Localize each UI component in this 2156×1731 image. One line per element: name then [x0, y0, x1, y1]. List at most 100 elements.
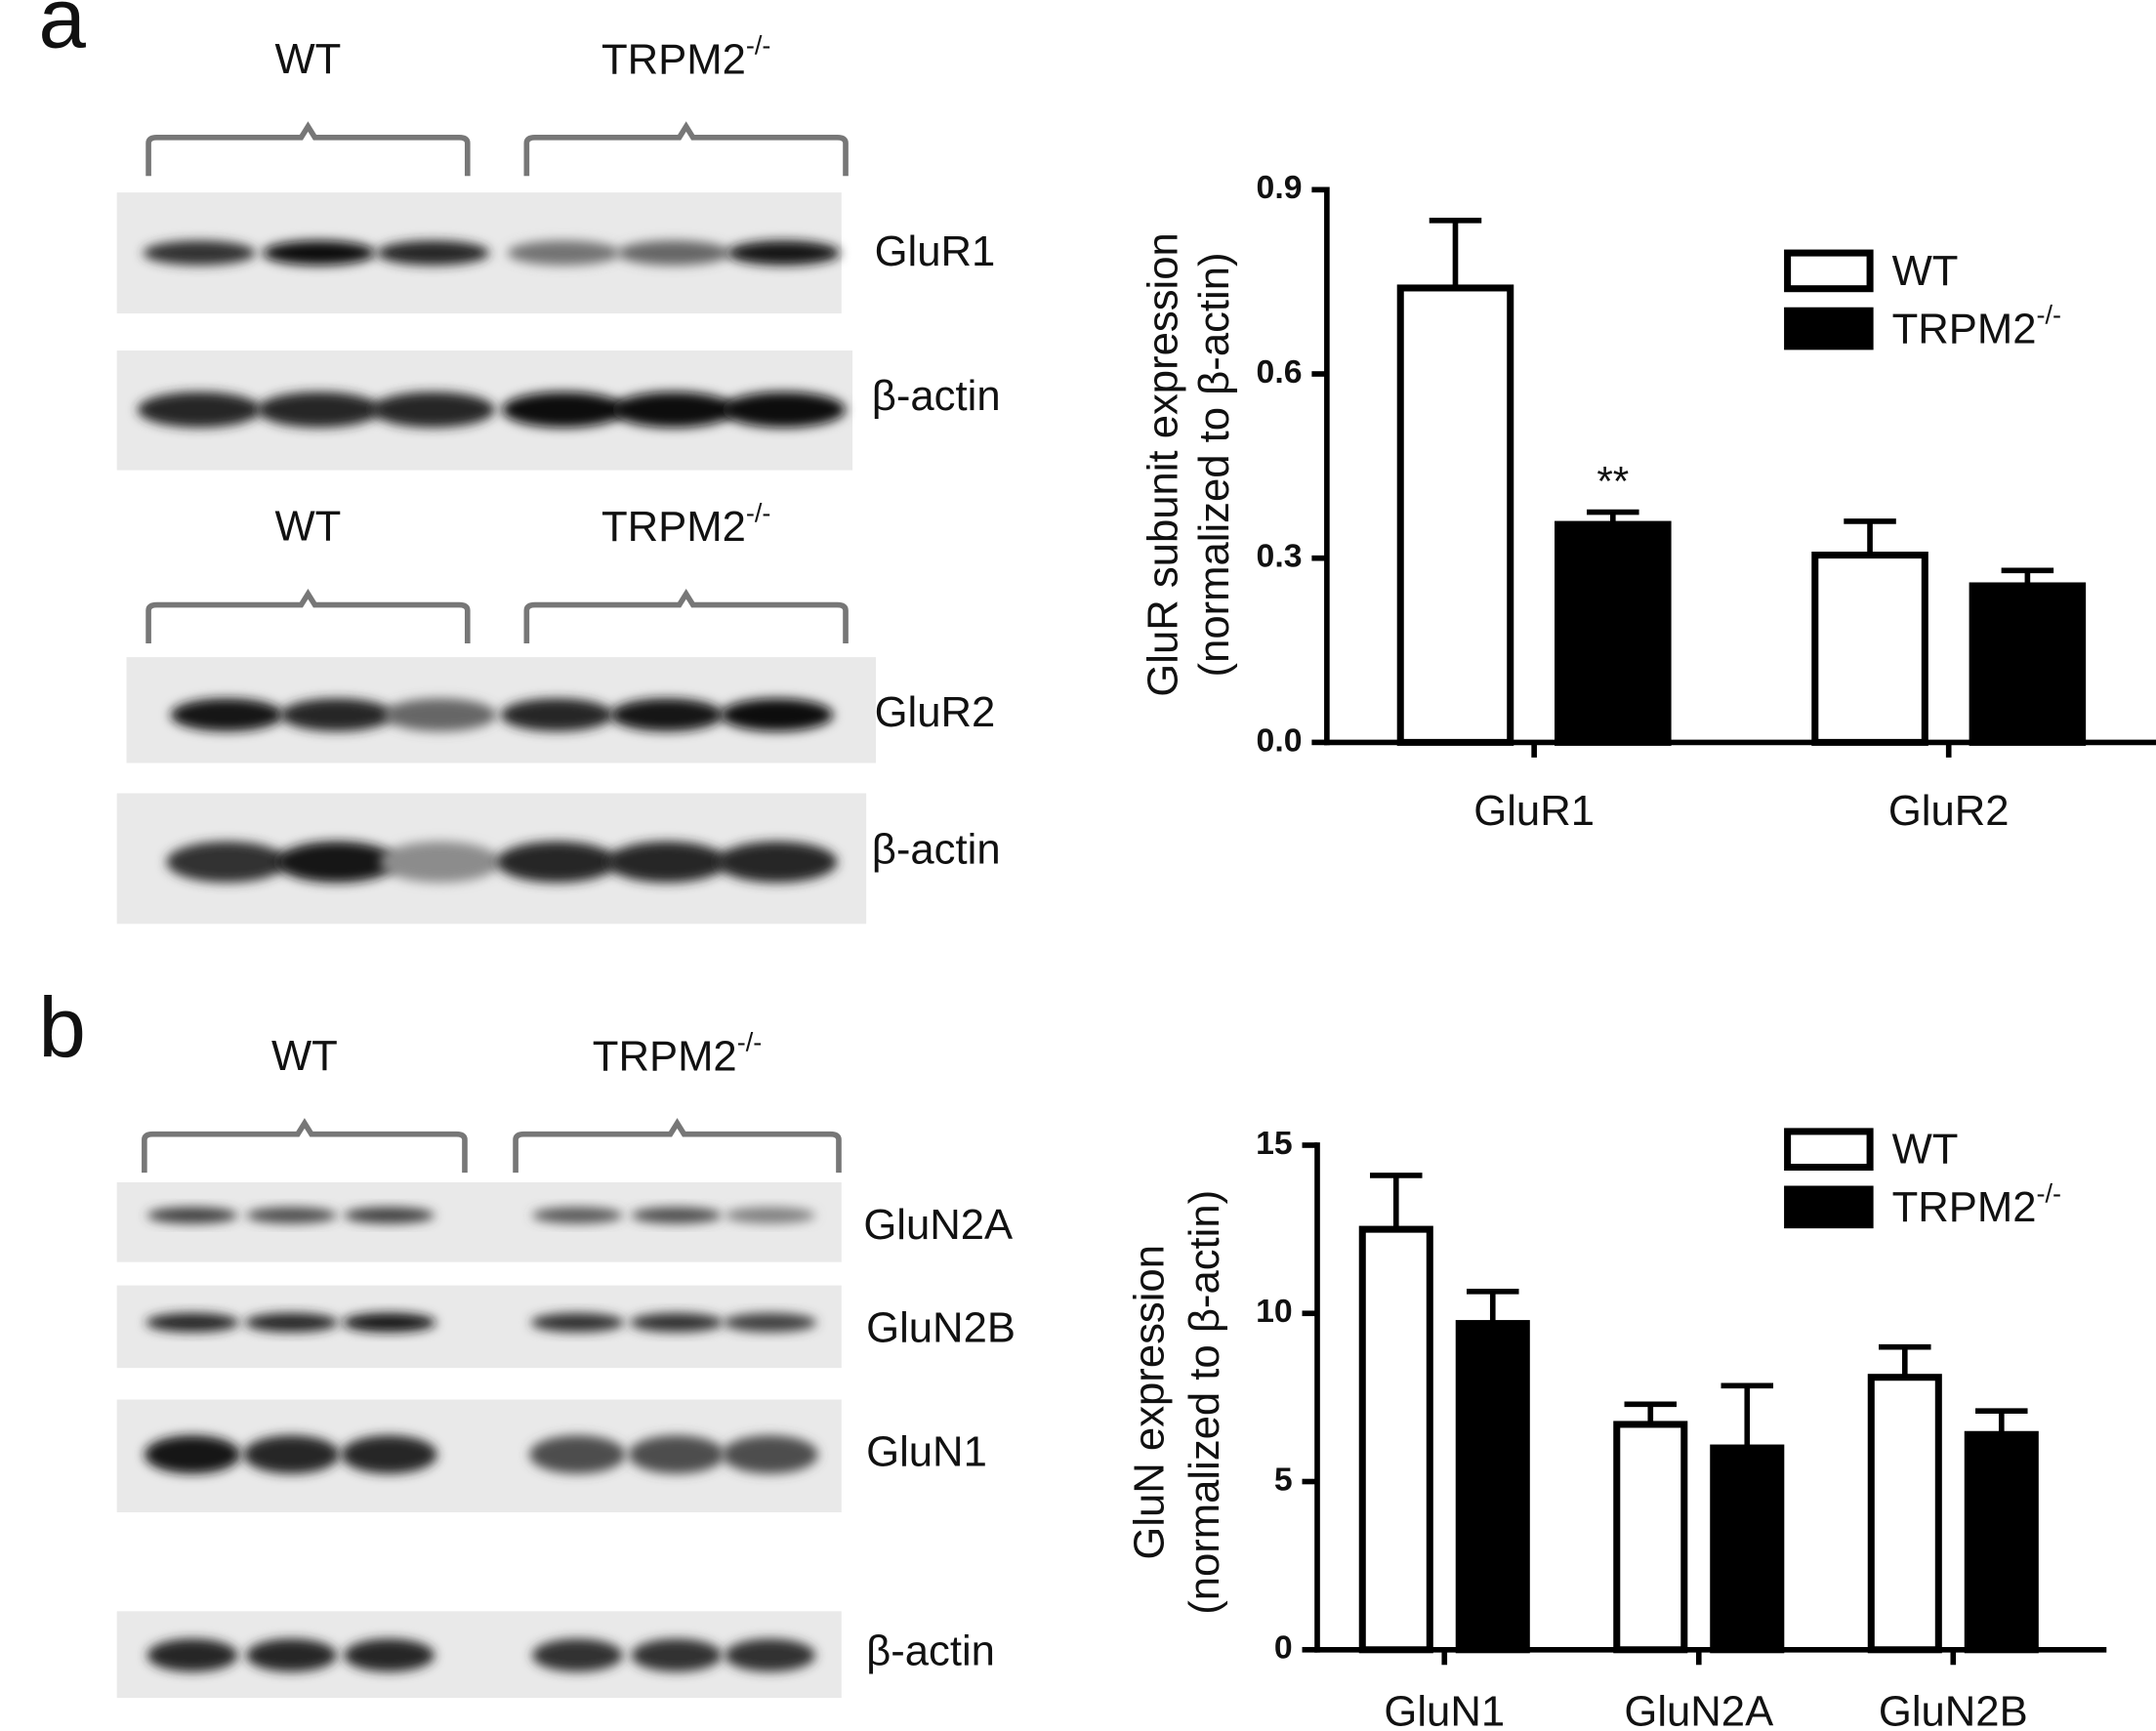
blot-band	[631, 1207, 723, 1224]
blot-band	[383, 698, 497, 732]
x-tick-label: GluN1	[1384, 1687, 1505, 1731]
legend-swatch	[1784, 1185, 1874, 1229]
blot-band	[501, 392, 626, 428]
group-label: WT	[275, 503, 342, 551]
bar	[1710, 1444, 1785, 1654]
group-brace	[513, 1118, 842, 1174]
bar	[1396, 284, 1514, 746]
y-tick-label: 0.3	[1257, 538, 1303, 575]
legend-swatch	[1784, 307, 1874, 350]
group-brace	[523, 121, 849, 177]
blot-band	[143, 240, 256, 266]
panel-label: a	[38, 0, 86, 65]
blot-band	[262, 240, 376, 266]
legend-swatch	[1784, 249, 1874, 293]
blot-band	[531, 1207, 623, 1224]
row-label: β-actin	[866, 1628, 995, 1675]
x-tick-label: GluR1	[1473, 787, 1595, 835]
blot-band	[137, 392, 262, 428]
bar	[1613, 1421, 1688, 1654]
blot-strip	[116, 1285, 842, 1369]
group-label: TRPM2-/-	[601, 498, 770, 550]
blot-band	[606, 841, 727, 884]
y-tick-label: 0.9	[1257, 169, 1303, 206]
row-label: β-actin	[872, 372, 1001, 420]
blot-band	[341, 1435, 437, 1474]
annotation: **	[1596, 459, 1629, 505]
bar	[1555, 520, 1672, 746]
blot-band	[170, 698, 284, 732]
group-label: WT	[271, 1032, 338, 1080]
y-tick-label: 15	[1256, 1125, 1293, 1162]
blot-band	[244, 1312, 339, 1333]
blot-band	[507, 240, 621, 266]
blot-strip	[116, 1182, 842, 1262]
blot-band	[629, 1312, 724, 1333]
group-label: TRPM2-/-	[593, 1028, 762, 1080]
blot-band	[530, 1312, 625, 1333]
group-brace	[145, 589, 471, 644]
blot-band	[144, 1435, 241, 1474]
blot-band	[344, 1638, 435, 1672]
y-tick-label: 10	[1256, 1293, 1293, 1330]
legend-swatch	[1784, 1128, 1874, 1172]
blot-band	[722, 1435, 818, 1474]
y-tick-label: 0	[1274, 1629, 1293, 1667]
blot-band	[617, 240, 730, 266]
blot-band	[531, 1638, 623, 1672]
blot-band	[276, 841, 397, 884]
legend-label: TRPM2-/-	[1892, 301, 2061, 352]
blot-band	[371, 392, 495, 428]
y-axis-label: (normalized to β-actin)	[1181, 1190, 1228, 1615]
legend-label: WT	[1892, 1126, 1959, 1174]
blot-band	[379, 841, 501, 884]
blot-band	[716, 841, 838, 884]
bar	[1867, 1374, 1942, 1654]
blot-band	[146, 1638, 238, 1672]
blot-band	[725, 1207, 816, 1224]
row-label: GluR2	[875, 688, 996, 736]
blot-band	[146, 1207, 238, 1224]
group-label: TRPM2-/-	[601, 31, 770, 83]
y-axis-label: (normalized to β-actin)	[1190, 252, 1238, 677]
y-axis-label: GluN expression	[1126, 1245, 1174, 1560]
blot-band	[631, 1638, 723, 1672]
blot-band	[726, 240, 841, 266]
row-label: β-actin	[872, 826, 1001, 874]
row-label: GluR1	[875, 227, 996, 275]
blot-band	[246, 1207, 338, 1224]
group-brace	[145, 121, 471, 177]
blot-band	[246, 1638, 338, 1672]
blot-band	[243, 1435, 340, 1474]
blot-band	[722, 392, 847, 428]
group-brace	[523, 589, 849, 644]
blot-band	[344, 1207, 435, 1224]
bar	[1964, 1430, 2039, 1654]
y-tick-label: 5	[1274, 1461, 1293, 1498]
blot-band	[611, 392, 736, 428]
panel-label: b	[38, 979, 86, 1075]
blot-band	[342, 1312, 436, 1333]
blot-band	[529, 1435, 626, 1474]
blot-band	[496, 841, 618, 884]
bar	[1811, 552, 1928, 746]
blot-band	[610, 698, 724, 732]
legend-label: WT	[1892, 247, 1959, 295]
blot-band	[720, 698, 834, 732]
group-label: WT	[275, 35, 342, 83]
blot-band	[725, 1638, 816, 1672]
x-tick-label: GluN2B	[1879, 1687, 2028, 1731]
blot-band	[257, 392, 382, 428]
group-brace	[142, 1118, 468, 1174]
blot-band	[500, 698, 614, 732]
blot-band	[628, 1435, 726, 1474]
blot-band	[280, 698, 394, 732]
blot-band	[376, 240, 490, 266]
bar	[1358, 1225, 1433, 1654]
row-label: GluN2A	[863, 1201, 1014, 1249]
blot-band	[723, 1312, 817, 1333]
y-axis-label: GluR subunit expression	[1140, 232, 1187, 696]
bar	[1969, 582, 2087, 746]
y-tick-label: 0.0	[1257, 721, 1303, 759]
